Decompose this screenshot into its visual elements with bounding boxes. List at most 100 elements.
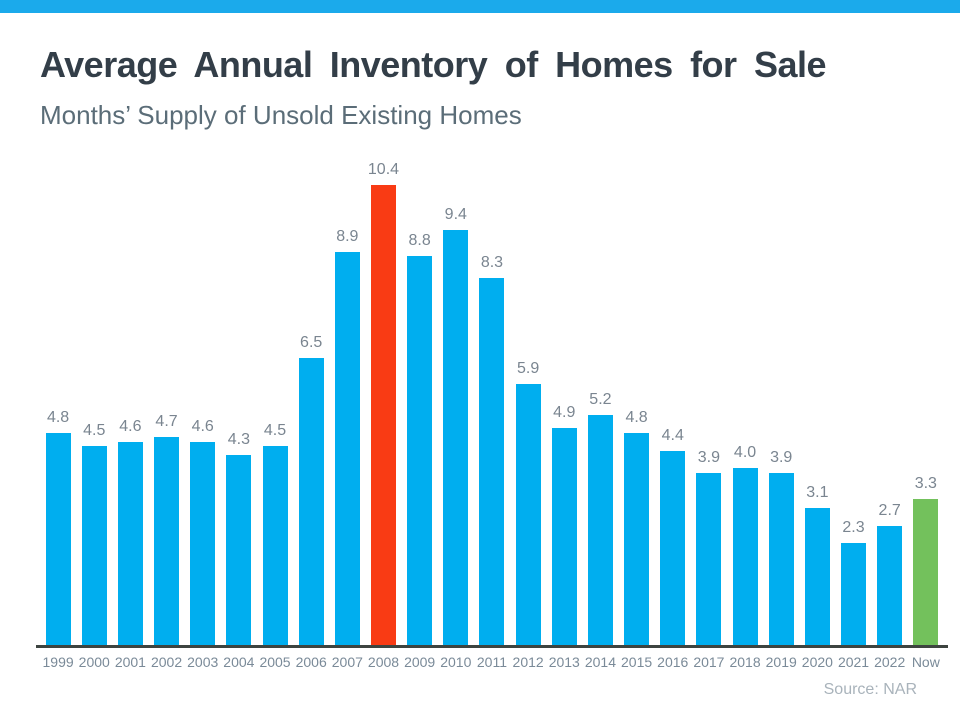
x-axis-label-2011: 2011 bbox=[476, 654, 507, 670]
bar-chart-plot-area: 4.8 4.5 4.6 4.7 4.6 4.3 4.5 6.5 8.9 10.4 8.8 9.4 8.3… bbox=[40, 155, 944, 645]
bar-value-label: 9.4 bbox=[444, 206, 467, 223]
bar-column-2018: 4.0 bbox=[727, 444, 763, 645]
bar-2012 bbox=[515, 384, 541, 645]
x-axis-label-2014: 2014 bbox=[584, 654, 616, 670]
x-axis-label-2016: 2016 bbox=[657, 654, 689, 670]
bar-value-label: 8.8 bbox=[408, 232, 431, 249]
bar-column-2001: 4.6 bbox=[112, 418, 148, 645]
bar-column-2011: 8.3 bbox=[474, 254, 510, 645]
bar-column-2014: 5.2 bbox=[582, 391, 618, 645]
bar-column-2015: 4.8 bbox=[619, 409, 655, 645]
bar-2008 bbox=[370, 185, 396, 645]
bar-value-label: 3.9 bbox=[770, 449, 793, 466]
bar-2005 bbox=[262, 446, 288, 645]
bar-value-label: 4.4 bbox=[661, 427, 684, 444]
x-axis-labels-row: 1999 2000 2001 2002 2003 2004 2005 2006 2007 2008… bbox=[40, 654, 944, 670]
x-axis-label-2000: 2000 bbox=[78, 654, 110, 670]
bar-column-2007: 8.9 bbox=[329, 228, 365, 645]
bar-value-label: 4.7 bbox=[155, 413, 178, 430]
bar-column-2017: 3.9 bbox=[691, 449, 727, 645]
bar-value-label: 5.9 bbox=[516, 360, 540, 377]
bar-column-2016: 4.4 bbox=[655, 427, 691, 645]
bar-value-label: 3.9 bbox=[697, 449, 721, 466]
bar-2002 bbox=[154, 437, 180, 645]
bar-value-label: 4.5 bbox=[83, 422, 106, 439]
bar-value-label: 5.2 bbox=[589, 391, 612, 408]
bar-2011 bbox=[479, 278, 505, 645]
x-axis-label-2002: 2002 bbox=[150, 654, 183, 670]
x-axis-label-2022: 2022 bbox=[874, 654, 906, 670]
x-axis-label-2020: 2020 bbox=[801, 654, 833, 670]
bar-2014 bbox=[587, 415, 613, 645]
bar-value-label: 10.4 bbox=[367, 161, 400, 178]
bar-column-2021: 2.3 bbox=[835, 519, 871, 645]
bar-2019 bbox=[768, 473, 794, 645]
x-axis-label-2012: 2012 bbox=[512, 654, 544, 670]
bar-column-2002: 4.7 bbox=[148, 413, 184, 645]
bar-value-label: 2.3 bbox=[842, 519, 865, 536]
x-axis-label-2010: 2010 bbox=[440, 654, 472, 670]
bar-value-label: 4.8 bbox=[46, 409, 70, 426]
x-axis-label-now: Now bbox=[911, 654, 940, 670]
x-axis-label-2008: 2008 bbox=[367, 654, 400, 670]
bar-2016 bbox=[660, 451, 686, 645]
bar-column-2013: 4.9 bbox=[546, 404, 582, 645]
bar-column-2009: 8.8 bbox=[402, 232, 438, 645]
bar-value-label: 6.5 bbox=[300, 334, 323, 351]
bar-2000 bbox=[81, 446, 107, 645]
bar-2017 bbox=[696, 473, 722, 645]
x-axis-label-2013: 2013 bbox=[548, 654, 580, 670]
bar-2021 bbox=[841, 543, 867, 645]
bar-2003 bbox=[190, 442, 216, 645]
x-axis-label-2006: 2006 bbox=[295, 654, 327, 670]
bar-2010 bbox=[443, 230, 469, 645]
bar-2013 bbox=[551, 428, 577, 645]
bar-value-label: 3.1 bbox=[806, 484, 829, 501]
bar-2018 bbox=[732, 468, 758, 645]
bar-column-1999: 4.8 bbox=[40, 409, 76, 645]
x-axis-label-2021: 2021 bbox=[837, 654, 870, 670]
bar-value-label: 4.8 bbox=[625, 409, 648, 426]
bar-value-label: 4.9 bbox=[553, 404, 576, 421]
x-axis-label-2019: 2019 bbox=[765, 654, 797, 670]
x-axis-label-2015: 2015 bbox=[621, 654, 653, 670]
bar-column-2000: 4.5 bbox=[76, 422, 112, 645]
chart-title: Average Annual Inventory of Homes for Sa… bbox=[40, 44, 827, 85]
bar-value-label: 4.0 bbox=[733, 444, 757, 461]
bar-value-label: 8.9 bbox=[336, 228, 359, 245]
bar-column-2010: 9.4 bbox=[438, 206, 474, 645]
bar-column-2008: 10.4 bbox=[365, 161, 401, 645]
x-axis-line bbox=[36, 645, 948, 648]
bar-column-2005: 4.5 bbox=[257, 422, 293, 645]
bar-column-2012: 5.9 bbox=[510, 360, 546, 645]
bar-column-2022: 2.7 bbox=[872, 502, 908, 645]
bar-2007 bbox=[334, 252, 360, 645]
x-axis-label-2003: 2003 bbox=[187, 654, 219, 670]
chart-subtitle: Months’ Supply of Unsold Existing Homes bbox=[40, 100, 522, 130]
bar-column-now: 3.3 bbox=[908, 475, 944, 645]
x-axis-label-2007: 2007 bbox=[331, 654, 363, 670]
bar-2009 bbox=[407, 256, 433, 645]
bar-1999 bbox=[45, 433, 71, 645]
top-accent-bar bbox=[0, 0, 960, 13]
x-axis-label-2001: 2001 bbox=[114, 654, 146, 670]
bar-value-label: 4.6 bbox=[191, 418, 214, 435]
x-axis-label-2018: 2018 bbox=[729, 654, 761, 670]
bar-column-2003: 4.6 bbox=[185, 418, 221, 645]
bar-2022 bbox=[877, 526, 903, 645]
bar-2006 bbox=[298, 358, 324, 645]
x-axis-label-2005: 2005 bbox=[259, 654, 291, 670]
x-axis-label-1999: 1999 bbox=[42, 654, 74, 670]
bar-value-label: 2.7 bbox=[878, 502, 901, 519]
bar-column-2020: 3.1 bbox=[799, 484, 835, 645]
bar-value-label: 3.3 bbox=[914, 475, 937, 492]
source-credit: Source: NAR bbox=[823, 681, 917, 698]
x-axis-label-2004: 2004 bbox=[223, 654, 255, 670]
bar-value-label: 4.5 bbox=[263, 422, 287, 439]
bar-column-2004: 4.3 bbox=[221, 431, 257, 645]
bar-2004 bbox=[226, 455, 252, 645]
bar-value-label: 8.3 bbox=[480, 254, 504, 271]
bar-value-label: 4.6 bbox=[119, 418, 142, 435]
bar-column-2019: 3.9 bbox=[763, 449, 799, 645]
